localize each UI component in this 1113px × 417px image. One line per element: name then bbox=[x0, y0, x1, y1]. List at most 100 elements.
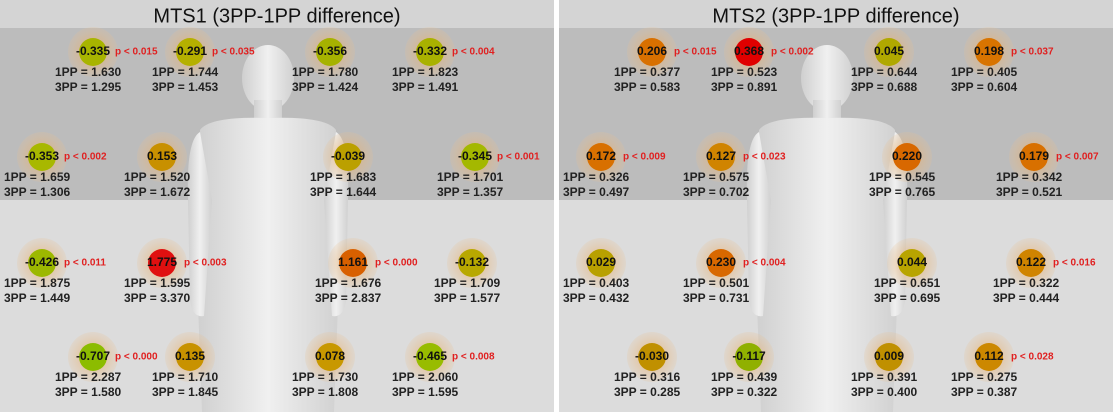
value-3pp: 3PP = 1.580 bbox=[55, 385, 121, 399]
value-1pp: 1PP = 0.545 bbox=[869, 170, 935, 184]
value-1pp: 1PP = 0.651 bbox=[874, 276, 940, 290]
p-value: p < 0.015 bbox=[115, 47, 158, 58]
value-1pp: 1PP = 1.823 bbox=[392, 65, 458, 79]
value-3pp: 3PP = 0.387 bbox=[951, 385, 1017, 399]
p-value: p < 0.023 bbox=[743, 152, 786, 163]
marker bbox=[875, 38, 903, 66]
p-value: p < 0.000 bbox=[375, 258, 418, 269]
difference: -0.465 bbox=[413, 349, 447, 363]
marker bbox=[587, 143, 615, 171]
value-1pp: 1PP = 1.709 bbox=[434, 276, 500, 290]
value-1pp: 1PP = 2.287 bbox=[55, 370, 121, 384]
head bbox=[242, 45, 294, 111]
value-3pp: 3PP = 1.357 bbox=[437, 185, 503, 199]
marker bbox=[28, 143, 56, 171]
panel-title: MTS1 (3PP-1PP difference) bbox=[153, 5, 400, 27]
marker bbox=[975, 343, 1003, 371]
value-3pp: 3PP = 0.765 bbox=[869, 185, 935, 199]
marker bbox=[416, 343, 444, 371]
head bbox=[801, 45, 853, 111]
difference: -0.356 bbox=[313, 44, 347, 58]
p-value: p < 0.007 bbox=[1056, 152, 1099, 163]
neck bbox=[813, 100, 841, 122]
value-3pp: 3PP = 1.672 bbox=[124, 185, 190, 199]
difference: 0.078 bbox=[315, 349, 345, 363]
difference: 0.206 bbox=[637, 44, 667, 58]
value-3pp: 3PP = 1.644 bbox=[310, 185, 376, 199]
difference: -0.353 bbox=[25, 149, 59, 163]
left-arm bbox=[187, 132, 212, 317]
value-1pp: 1PP = 1.595 bbox=[124, 276, 190, 290]
value-1pp: 1PP = 1.875 bbox=[4, 276, 70, 290]
value-3pp: 3PP = 0.583 bbox=[614, 80, 680, 94]
top-band bbox=[0, 0, 554, 28]
value-3pp: 3PP = 0.695 bbox=[874, 291, 940, 305]
difference: 1.775 bbox=[147, 255, 177, 269]
left-arm bbox=[746, 132, 771, 317]
difference: 0.127 bbox=[706, 149, 736, 163]
marker bbox=[79, 343, 107, 371]
value-3pp: 3PP = 1.424 bbox=[292, 80, 358, 94]
p-value: p < 0.000 bbox=[115, 352, 158, 363]
value-1pp: 1PP = 1.701 bbox=[437, 170, 503, 184]
marker bbox=[148, 143, 176, 171]
value-3pp: 3PP = 0.322 bbox=[711, 385, 777, 399]
marker bbox=[334, 143, 362, 171]
value-1pp: 1PP = 0.342 bbox=[996, 170, 1062, 184]
marker bbox=[898, 249, 926, 277]
difference: 0.179 bbox=[1019, 149, 1049, 163]
value-3pp: 3PP = 1.595 bbox=[392, 385, 458, 399]
difference: 0.112 bbox=[974, 349, 1004, 363]
difference: -0.335 bbox=[76, 44, 110, 58]
difference: 0.045 bbox=[874, 44, 904, 58]
difference: -0.332 bbox=[413, 44, 447, 58]
value-1pp: 1PP = 0.501 bbox=[683, 276, 749, 290]
panel: MTS2 (3PP-1PP difference) 0.206 p < 0.015 1… bbox=[559, 0, 1113, 412]
difference: 0.044 bbox=[897, 255, 927, 269]
difference: -0.345 bbox=[458, 149, 492, 163]
p-value: p < 0.002 bbox=[64, 152, 107, 163]
value-1pp: 1PP = 1.780 bbox=[292, 65, 358, 79]
value-1pp: 1PP = 0.326 bbox=[563, 170, 629, 184]
difference: 0.153 bbox=[147, 149, 177, 163]
difference: 0.368 bbox=[734, 44, 764, 58]
difference: 0.009 bbox=[874, 349, 904, 363]
difference: 1.161 bbox=[338, 255, 368, 269]
marker bbox=[461, 143, 489, 171]
value-3pp: 3PP = 0.497 bbox=[563, 185, 629, 199]
difference: -0.039 bbox=[331, 149, 365, 163]
difference: 0.172 bbox=[586, 149, 616, 163]
value-3pp: 3PP = 0.688 bbox=[851, 80, 917, 94]
panel: MTS1 (3PP-1PP difference) -0.335 p < 0.015… bbox=[0, 0, 554, 412]
difference: 0.230 bbox=[706, 255, 736, 269]
p-value: p < 0.008 bbox=[452, 352, 495, 363]
value-1pp: 1PP = 0.391 bbox=[851, 370, 917, 384]
marker bbox=[316, 343, 344, 371]
value-1pp: 1PP = 0.275 bbox=[951, 370, 1017, 384]
marker bbox=[707, 143, 735, 171]
value-1pp: 1PP = 0.322 bbox=[993, 276, 1059, 290]
difference: 0.029 bbox=[586, 255, 616, 269]
difference: -0.030 bbox=[635, 349, 669, 363]
value-1pp: 1PP = 0.575 bbox=[683, 170, 749, 184]
difference: 0.122 bbox=[1016, 255, 1046, 269]
panel-title: MTS2 (3PP-1PP difference) bbox=[712, 5, 959, 27]
marker bbox=[875, 343, 903, 371]
value-1pp: 1PP = 1.730 bbox=[292, 370, 358, 384]
difference: 0.198 bbox=[974, 44, 1004, 58]
difference: -0.426 bbox=[25, 255, 59, 269]
value-1pp: 1PP = 1.676 bbox=[315, 276, 381, 290]
value-3pp: 3PP = 2.837 bbox=[315, 291, 381, 305]
p-value: p < 0.002 bbox=[771, 47, 814, 58]
marker bbox=[176, 343, 204, 371]
value-1pp: 1PP = 0.439 bbox=[711, 370, 777, 384]
p-value: p < 0.003 bbox=[184, 258, 227, 269]
value-1pp: 1PP = 0.644 bbox=[851, 65, 917, 79]
value-1pp: 1PP = 0.405 bbox=[951, 65, 1017, 79]
value-3pp: 3PP = 1.808 bbox=[292, 385, 358, 399]
value-3pp: 3PP = 1.453 bbox=[152, 80, 218, 94]
value-3pp: 3PP = 0.400 bbox=[851, 385, 917, 399]
marker bbox=[975, 38, 1003, 66]
value-3pp: 3PP = 0.521 bbox=[996, 185, 1062, 199]
